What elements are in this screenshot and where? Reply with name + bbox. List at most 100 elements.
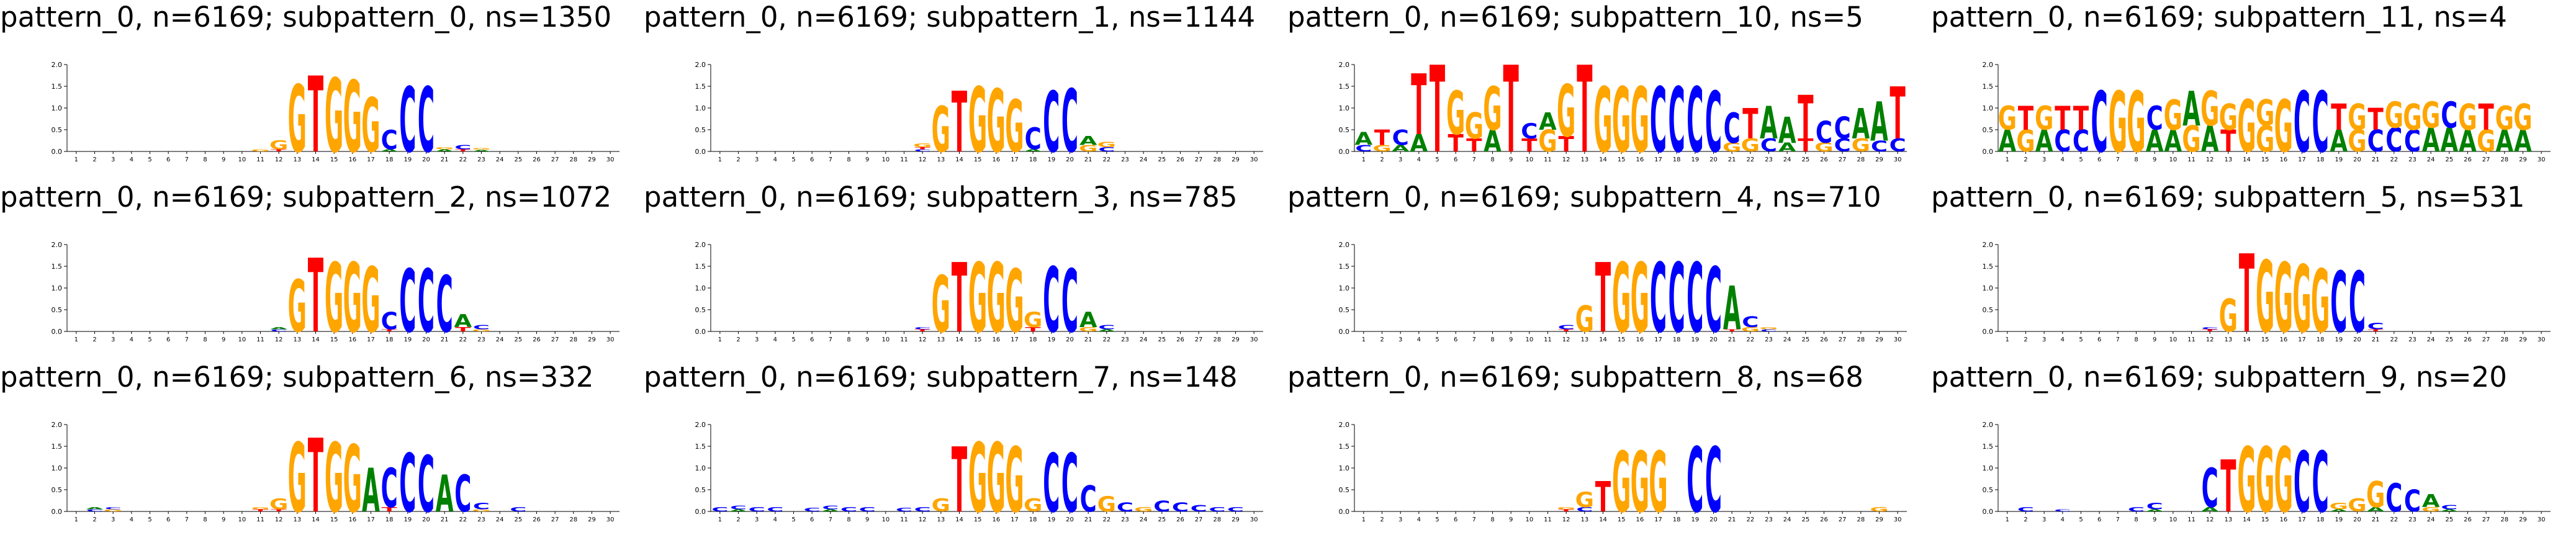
x-tick-label: 16 (2279, 156, 2287, 163)
x-tick-label: 16 (992, 516, 1000, 523)
x-tick-label: 18 (385, 336, 394, 343)
x-tick-label: 29 (2519, 336, 2527, 343)
x-tick-label: 25 (2445, 336, 2453, 343)
logo-letter: T (2239, 233, 2254, 357)
x-tick-label: 17 (1011, 156, 1019, 163)
x-tick-label: 11 (256, 156, 264, 163)
y-tick-label: 1.5 (52, 263, 63, 271)
x-tick-label: 29 (1875, 156, 1883, 163)
logo-letter: C (510, 506, 526, 513)
logo-letter: A (1999, 124, 2017, 159)
x-tick-label: 2 (2024, 156, 2027, 163)
x-tick-label: 13 (1580, 336, 1588, 343)
logo-letter: A (2201, 119, 2219, 161)
x-tick-label: 23 (1121, 516, 1129, 523)
logo-letter: A (2514, 124, 2532, 159)
x-tick-label: 13 (937, 516, 945, 523)
x-tick-label: 11 (900, 156, 908, 163)
x-tick-label: 15 (974, 516, 982, 523)
sequence-logo: 0.00.51.01.52.01 2 3 4 5 6 7 8 9 10 11 12 13 14 15 16 17… (695, 421, 1263, 534)
logo-letter: C (2073, 124, 2089, 159)
x-tick-label: 2 (1380, 156, 1384, 163)
x-tick-label: 13 (937, 336, 945, 343)
x-tick-label: 4 (2061, 156, 2065, 163)
x-tick-label: 1 (1362, 336, 1366, 343)
x-tick-label: 27 (1839, 336, 1847, 343)
x-tick-label: 21 (2372, 516, 2380, 523)
logo-letter: T (1466, 135, 1482, 156)
logo-letter: G (361, 83, 380, 169)
x-tick-label: 15 (1618, 516, 1626, 523)
x-tick-label: 30 (606, 156, 615, 163)
logo-letter: C (399, 252, 416, 352)
logo-letter: C (105, 506, 122, 510)
logo-letter: G (361, 249, 380, 353)
x-tick-label: 22 (1746, 156, 1754, 163)
x-tick-label: 10 (881, 336, 889, 343)
x-tick-label: 21 (2372, 336, 2380, 343)
x-tick-label: 21 (441, 156, 449, 163)
panel-title: pattern_0, n=6169; subpattern_0, ns=1350 (0, 1, 612, 34)
x-tick-label: 13 (2224, 516, 2232, 523)
logo-letter: G (1631, 243, 1649, 354)
logo-letter: C (473, 324, 490, 331)
x-tick-label: 11 (900, 516, 908, 523)
x-tick-label: 11 (1544, 156, 1552, 163)
x-tick-label: 27 (1839, 516, 1847, 523)
logo-letter: A (270, 326, 288, 330)
x-tick-label: 6 (166, 516, 170, 523)
x-tick-label: 18 (1673, 336, 1681, 343)
x-tick-label: 19 (1691, 336, 1699, 343)
x-tick-label: 7 (2116, 156, 2120, 163)
x-tick-label: 17 (367, 336, 375, 343)
logo-letter: G (968, 69, 987, 173)
logo-letter: C (399, 438, 416, 531)
x-tick-label: 14 (955, 336, 963, 343)
x-tick-label: 8 (2134, 156, 2138, 163)
logo-letter: T (1559, 133, 1574, 157)
x-tick-label: 24 (1783, 336, 1791, 343)
logo-letter: T (915, 329, 930, 333)
x-tick-label: 24 (496, 516, 504, 523)
x-tick-label: 26 (2464, 516, 2472, 523)
y-tick-label: 0.0 (695, 148, 706, 156)
x-tick-label: 26 (2464, 156, 2472, 163)
x-tick-label: 3 (111, 156, 115, 163)
logo-letter: G (343, 243, 362, 354)
y-tick-label: 1.5 (1339, 443, 1350, 451)
x-tick-label: 24 (1140, 336, 1148, 343)
x-tick-label: 22 (2390, 156, 2398, 163)
logo-letter: T (308, 417, 323, 535)
x-tick-label: 23 (1121, 336, 1129, 343)
x-tick-label: 4 (130, 156, 133, 163)
x-tick-label: 18 (1029, 336, 1037, 343)
x-tick-label: 24 (2427, 516, 2435, 523)
x-tick-label: 18 (385, 516, 394, 523)
logo-letter: C (1209, 506, 1225, 513)
x-tick-label: 6 (1454, 336, 1457, 343)
x-tick-label: 19 (2335, 156, 2343, 163)
logo-letter: G (288, 423, 307, 534)
x-tick-label: 5 (148, 516, 151, 523)
y-tick-label: 1.0 (52, 284, 63, 292)
logo-letter: A (1079, 134, 1097, 148)
x-tick-label: 20 (1709, 516, 1718, 523)
logo-letter: G (2421, 95, 2440, 137)
y-tick-label: 1.5 (52, 83, 63, 91)
y-tick-label: 1.5 (1983, 263, 1994, 271)
logo-letter: C (399, 69, 416, 173)
y-tick-label: 1.5 (1983, 443, 1994, 451)
logo-letter: G (2256, 429, 2274, 533)
logo-letter: A (2201, 506, 2219, 513)
x-tick-label: 16 (1636, 156, 1644, 163)
x-tick-label: 7 (2116, 336, 2120, 343)
logo-letter: G (2127, 75, 2145, 171)
logo-letter: C (1043, 438, 1060, 531)
x-tick-label: 3 (1398, 156, 1402, 163)
logo-letter: C (1558, 324, 1575, 331)
x-tick-label: 8 (203, 336, 207, 343)
x-tick-label: 30 (1250, 336, 1258, 343)
x-tick-label: 30 (1894, 336, 1902, 343)
x-tick-label: 5 (791, 336, 795, 343)
